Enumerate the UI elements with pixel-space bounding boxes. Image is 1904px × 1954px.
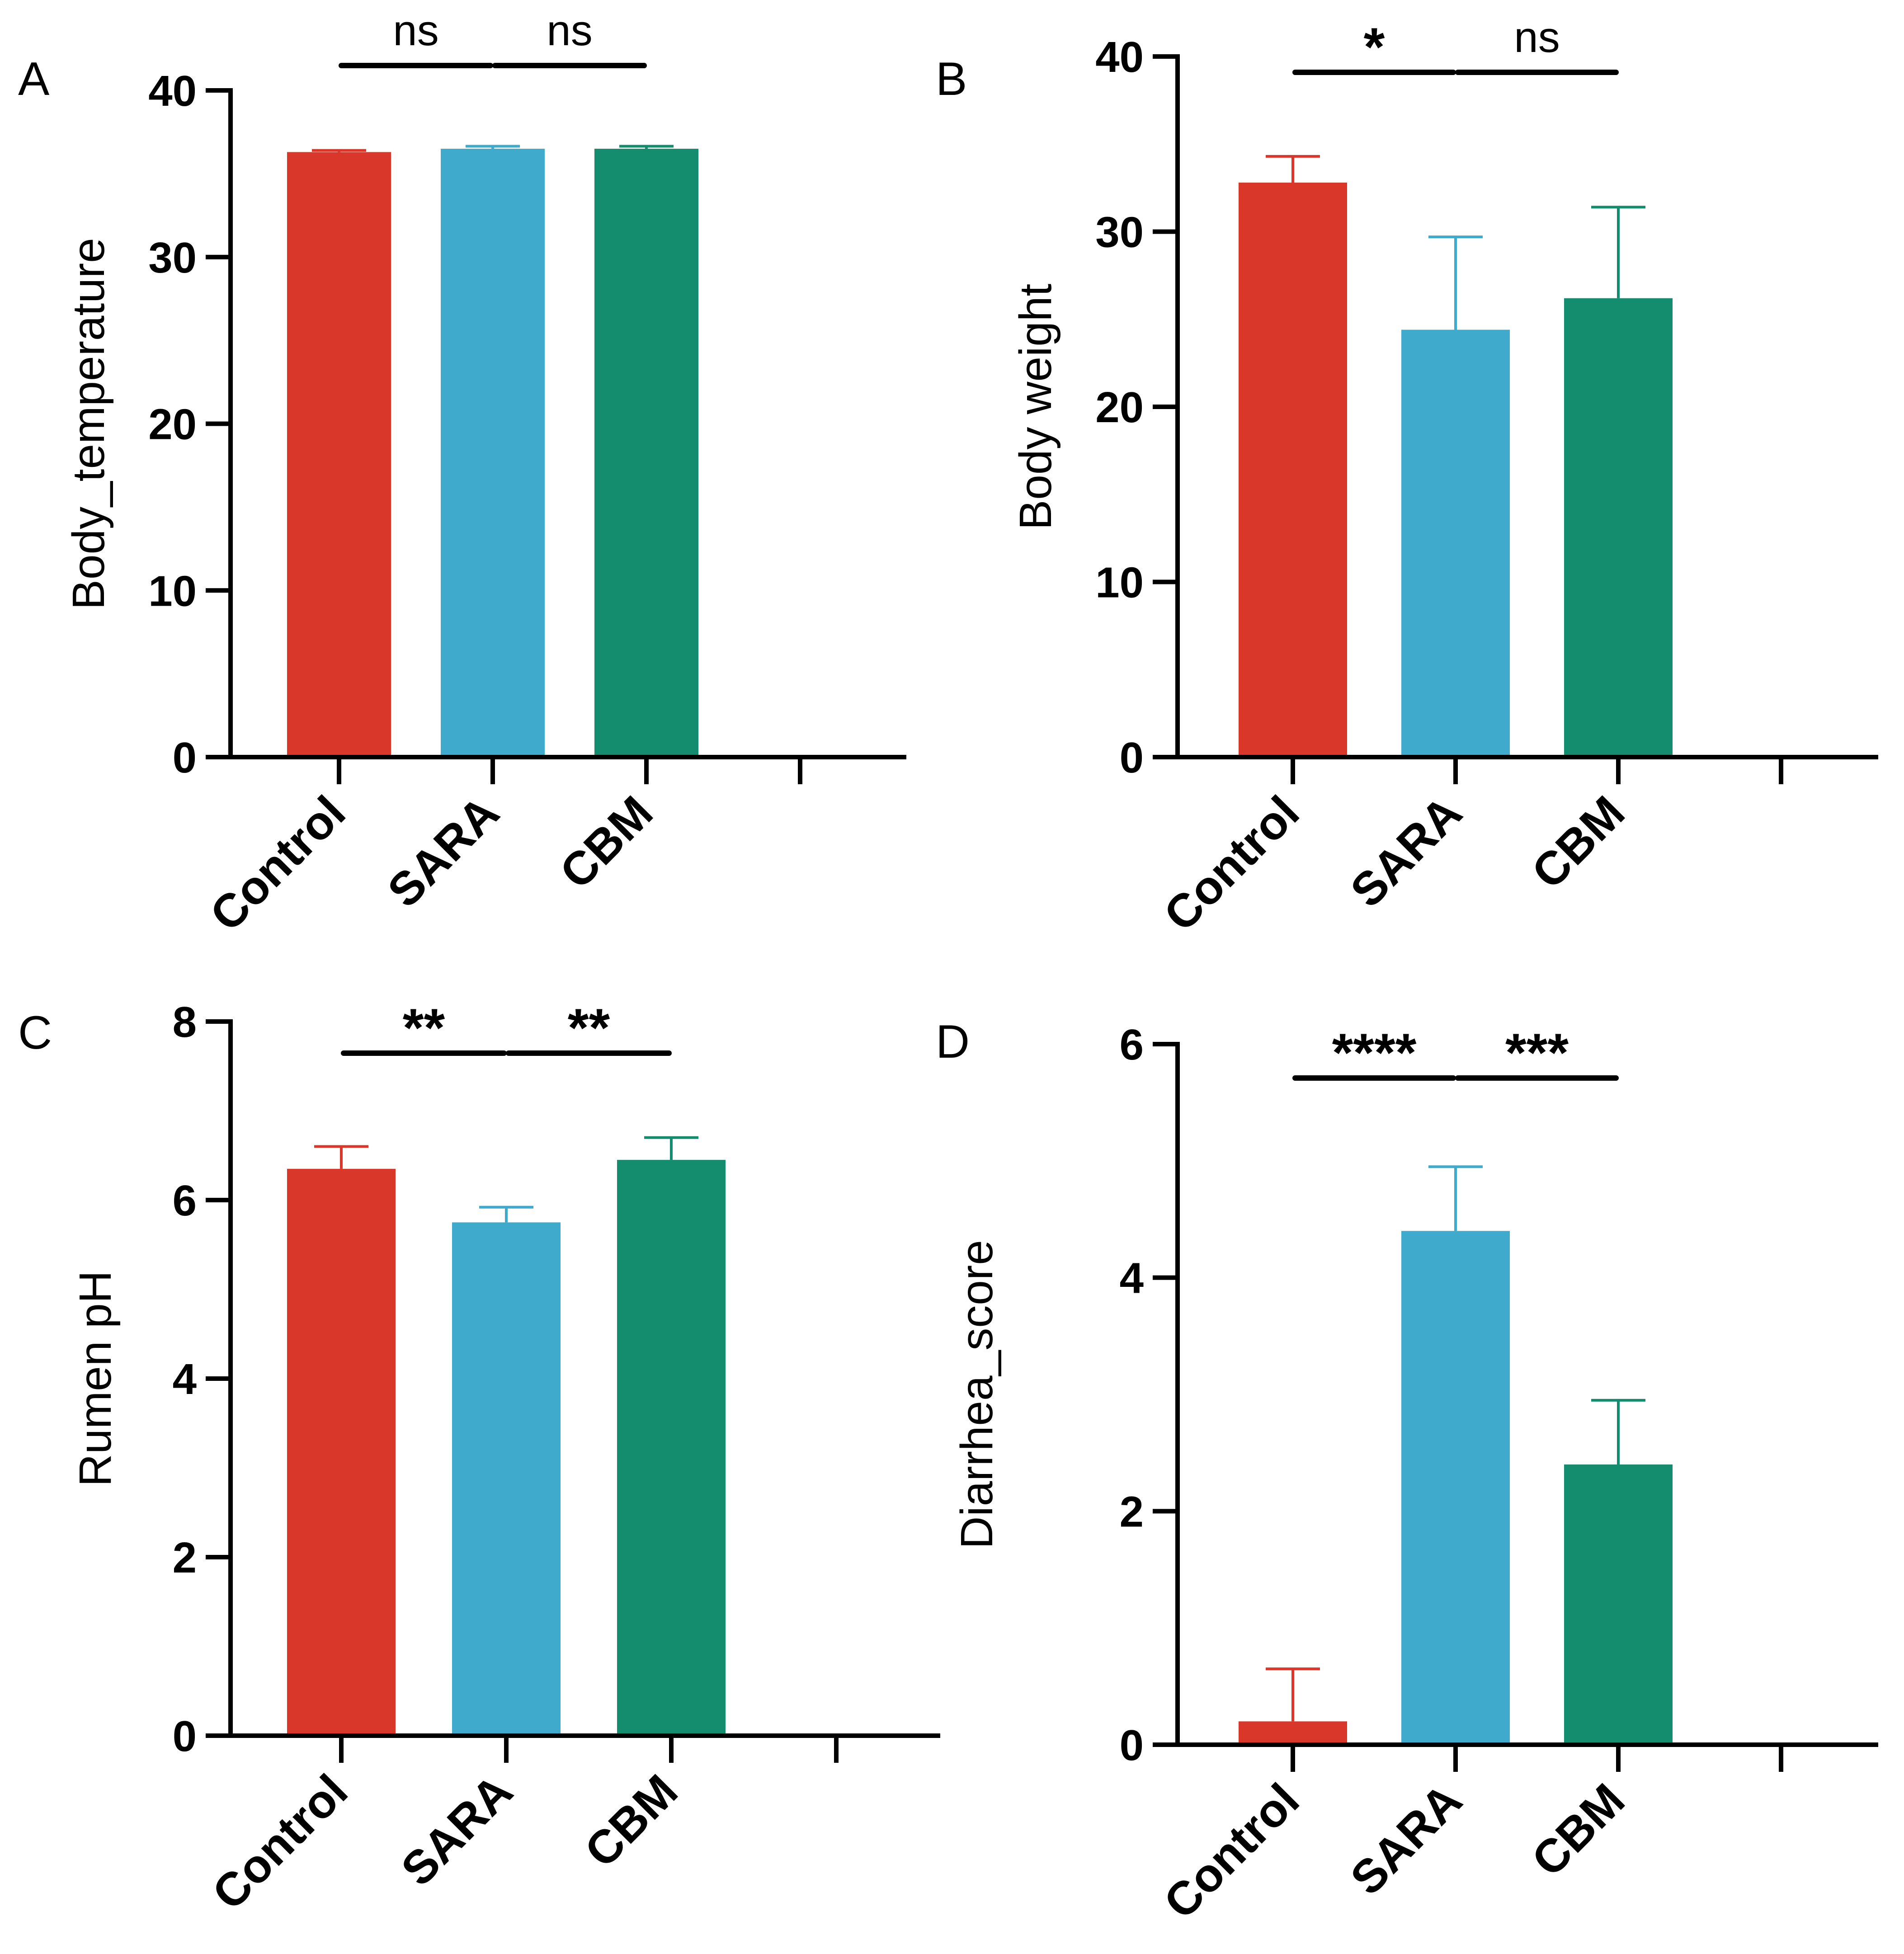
y-tick-label: 0 — [173, 734, 197, 782]
y-tick-label: 2 — [1120, 1488, 1144, 1536]
panel-b: B Body weight 0 10 20 30 40 Control SARA CBM * ns — [936, 13, 1878, 942]
significance-1: ns — [339, 6, 493, 68]
y-tick-label: 20 — [1095, 383, 1144, 432]
error-bar-control — [314, 1145, 368, 1169]
error-bar-cbm — [1591, 206, 1645, 298]
y-tick-label: 2 — [173, 1534, 197, 1582]
y-tick-label: 4 — [1120, 1254, 1144, 1303]
x-tick-label-sara: SARA — [1341, 1774, 1472, 1905]
y-axis-title: Diarrhea_score — [952, 1240, 1002, 1549]
x-tick-label-control: Control — [1154, 1774, 1309, 1929]
y-tick-label: 40 — [148, 67, 197, 115]
bar-sara — [441, 149, 545, 757]
y-tick-label: 4 — [173, 1355, 197, 1403]
y-tick-label: 20 — [148, 400, 197, 449]
significance-2: *** — [1455, 1022, 1619, 1083]
bar-cbm — [1564, 298, 1673, 757]
significance-2: ns — [492, 6, 647, 68]
significance-2: ns — [1455, 13, 1619, 75]
panel-letter: D — [936, 1016, 970, 1068]
x-tick-label-sara: SARA — [1341, 786, 1472, 917]
significance-1: ** — [341, 998, 507, 1058]
x-tick-label-sara: SARA — [391, 1765, 523, 1896]
y-axis-title: Body_temperature — [63, 238, 114, 610]
y-axis-title: Body weight — [1010, 283, 1061, 530]
significance-label: ns — [1514, 13, 1560, 61]
error-bar-sara — [479, 1205, 533, 1223]
significance-label: ns — [547, 6, 592, 55]
error-bar-sara — [1428, 1165, 1483, 1231]
x-tick-label-cbm: CBM — [550, 786, 663, 899]
y-tick-label: 8 — [173, 998, 197, 1046]
error-bar-sara — [1428, 235, 1483, 330]
error-bar-cbm — [1591, 1398, 1645, 1464]
bar-control — [1239, 183, 1347, 757]
panel-letter: B — [936, 53, 967, 105]
significance-label: ** — [403, 998, 445, 1058]
significance-label: ns — [393, 6, 438, 55]
x-tick-label-control: Control — [203, 1765, 358, 1920]
error-bar-control — [1266, 155, 1320, 183]
panel-letter: C — [18, 1007, 52, 1059]
bar-sara — [1401, 330, 1510, 757]
significance-2: ** — [506, 998, 672, 1058]
bar-cbm — [617, 1160, 726, 1736]
bar-sara — [1401, 1231, 1510, 1745]
significance-label: *** — [1505, 1022, 1569, 1083]
error-bar-cbm — [619, 145, 674, 149]
x-tick-label-control: Control — [200, 786, 355, 941]
significance-label: **** — [1332, 1022, 1417, 1083]
y-tick-label: 10 — [148, 567, 197, 615]
bar-control — [1239, 1721, 1347, 1745]
panel-letter: A — [18, 53, 50, 105]
panel-a: A Body_temperature 0 10 20 30 40 Control SARA CBM… — [18, 6, 906, 942]
bar-sara — [452, 1222, 561, 1736]
bar-cbm — [1564, 1464, 1673, 1745]
y-tick-label: 6 — [173, 1177, 197, 1225]
bar-control — [287, 1168, 396, 1736]
significance-label: * — [1364, 17, 1385, 77]
y-tick-label: 0 — [173, 1712, 197, 1761]
x-tick-label-sara: SARA — [378, 786, 509, 917]
y-tick-label: 30 — [148, 234, 197, 282]
y-tick-label: 0 — [1120, 1721, 1144, 1770]
y-tick-label: 0 — [1120, 734, 1144, 782]
bar-cbm — [594, 149, 698, 757]
error-bar-control — [312, 149, 366, 152]
bar-control — [287, 152, 391, 757]
y-tick-label: 40 — [1095, 33, 1144, 81]
error-bar-control — [1266, 1667, 1320, 1722]
error-bar-cbm — [644, 1136, 698, 1160]
x-tick-label-cbm: CBM — [1522, 1774, 1635, 1886]
x-tick-label-control: Control — [1154, 786, 1309, 941]
x-tick-label-cbm: CBM — [1522, 786, 1635, 899]
y-axis-title: Rumen pH — [70, 1271, 121, 1487]
y-tick-label: 6 — [1120, 1021, 1144, 1069]
x-tick-label-cbm: CBM — [575, 1765, 688, 1877]
y-tick-label: 10 — [1095, 559, 1144, 607]
panel-c: C Rumen pH 0 2 4 6 8 Control SARA CBM ** ** — [18, 998, 940, 1920]
significance-1: * — [1292, 17, 1456, 77]
error-bar-sara — [466, 145, 520, 149]
significance-label: ** — [568, 998, 610, 1058]
y-tick-label: 30 — [1095, 208, 1144, 257]
significance-1: **** — [1292, 1022, 1456, 1083]
